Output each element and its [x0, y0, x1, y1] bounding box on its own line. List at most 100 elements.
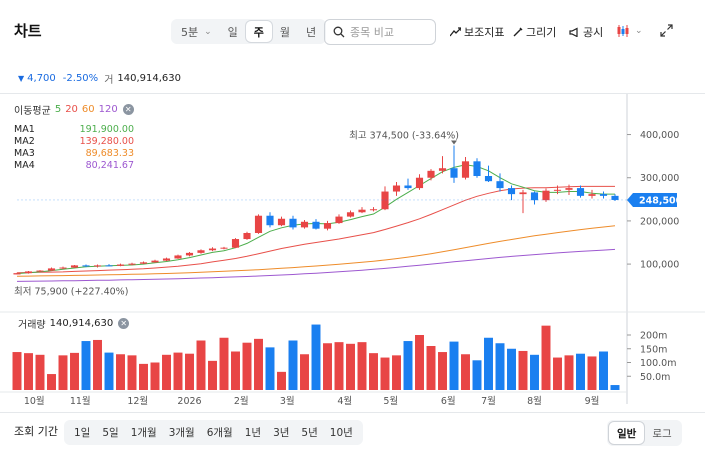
period-1m[interactable]: 1개월: [130, 427, 157, 439]
volume-bar: [426, 346, 436, 390]
disclosure-label: 공시: [583, 26, 604, 39]
volume-tick-label: 50.0m: [640, 372, 670, 383]
indicators-button[interactable]: 보조지표: [450, 24, 504, 40]
draw-button[interactable]: 그리기: [513, 24, 556, 40]
volume-panel-header: 거래량 140,914,630 ✕: [18, 316, 130, 331]
candle-body: [496, 181, 504, 189]
ma4-label: MA4: [14, 160, 35, 171]
close-icon[interactable]: ✕: [122, 104, 134, 115]
period-3y[interactable]: 3년: [273, 427, 290, 439]
volume-bar: [449, 341, 459, 390]
time-tick-label: 7월: [481, 395, 496, 407]
compare-search-input[interactable]: [350, 25, 430, 39]
interval-day[interactable]: 일: [227, 25, 238, 39]
candle-body: [70, 265, 79, 268]
fullscreen-button[interactable]: [660, 24, 673, 37]
divider: [0, 412, 705, 413]
interval-5min-dropdown[interactable]: 5분 ⌄: [173, 21, 220, 42]
time-axis: 10월 11월 12월 2026 2월 3월 4월 5월 6월 7월 8월 9월: [24, 395, 600, 407]
ma2-row: MA2 139,280.00: [14, 136, 134, 147]
candle-body: [611, 195, 619, 200]
candle-body: [128, 263, 136, 265]
chart-trend-icon: [450, 27, 461, 37]
candlestick-icon: [617, 25, 629, 37]
candle-body: [197, 250, 205, 253]
period-10y[interactable]: 10년: [329, 427, 353, 439]
volume-panel-value: 140,914,630: [49, 318, 114, 329]
close-icon[interactable]: ✕: [118, 318, 130, 329]
candle-body: [151, 260, 159, 263]
candle-body: [116, 264, 125, 266]
candle-body: [473, 161, 481, 176]
volume-bar: [81, 341, 91, 390]
candle-body: [599, 194, 608, 196]
candle-body: [36, 270, 44, 272]
price-tick-label: 400,000: [640, 130, 679, 141]
volume-bar: [369, 353, 378, 390]
chart-annotations: 최고 374,500 (-33.64%) 최저 75,900 (+227.40%)…: [14, 131, 683, 298]
volume-bar: [346, 343, 355, 390]
stock-chart[interactable]: 400,000 300,000 200,000 100,000 200m 150m 100…: [0, 94, 705, 424]
scale-linear-button[interactable]: 일반: [609, 422, 645, 444]
candle-body: [231, 239, 240, 248]
interval-week[interactable]: 주: [245, 21, 272, 42]
time-tick-label: 12월: [127, 395, 148, 407]
interval-month[interactable]: 월: [279, 25, 291, 39]
candlestick-series: [13, 145, 619, 275]
time-tick-label: 6월: [441, 395, 456, 407]
time-tick-label: 8월: [527, 395, 542, 407]
ma1-value: 191,900.00: [79, 124, 134, 135]
candle-body: [404, 185, 412, 189]
candle-body: [346, 212, 355, 217]
volume-bar: [12, 352, 22, 390]
candle-body: [369, 209, 378, 211]
ma-legend-header: 이동평균 5 20 60 120 ✕: [14, 102, 134, 117]
candle-body: [438, 168, 447, 171]
divider: [0, 93, 705, 94]
scale-selector: 일반 로그: [607, 420, 682, 446]
megaphone-icon: [569, 27, 578, 37]
candle-body: [392, 185, 401, 192]
period-5y[interactable]: 5년: [301, 427, 318, 439]
scale-log-button[interactable]: 로그: [652, 427, 672, 440]
chart-grid: [0, 94, 705, 404]
period-6m[interactable]: 6개월: [206, 427, 233, 439]
ma-period-60: 60: [81, 104, 95, 115]
volume-bar: [518, 350, 528, 390]
period-5d[interactable]: 5일: [102, 427, 119, 439]
volume-bar: [461, 354, 470, 390]
price-tick-label: 300,000: [640, 173, 679, 184]
period-1d[interactable]: 1일: [74, 427, 91, 439]
candle-body: [576, 188, 585, 196]
disclosure-button[interactable]: 공시: [569, 24, 603, 40]
high-marker-icon: [451, 140, 457, 145]
candle-body: [185, 252, 194, 256]
volume-bar: [185, 353, 194, 390]
volume-bar: [150, 362, 160, 390]
price-change: 4,700: [27, 73, 56, 84]
period-1y[interactable]: 1년: [244, 427, 262, 439]
volume-bar: [254, 338, 263, 390]
volume-bar: [35, 354, 45, 390]
candle-body: [507, 188, 516, 195]
volume-bar: [265, 347, 275, 390]
volume-bar: [599, 351, 608, 390]
volume-bar: [58, 355, 68, 390]
interval-year[interactable]: 년: [306, 25, 317, 39]
ma2-label: MA2: [14, 136, 35, 147]
chart-type-dropdown[interactable]: ⌄: [616, 24, 643, 38]
compare-search-box: [324, 19, 436, 45]
volume-bar: [277, 371, 286, 390]
candle-body: [254, 215, 263, 233]
price-tick-label: 100,000: [640, 260, 679, 271]
period-3m[interactable]: 3개월: [168, 427, 195, 439]
indicators-label: 보조지표: [464, 26, 505, 39]
ma-period-120: 120: [98, 104, 118, 115]
volume-bar: [564, 355, 574, 390]
volume-bar: [127, 355, 137, 390]
chevron-down-icon: ⌄: [204, 26, 212, 37]
search-icon: [333, 26, 345, 38]
ma-title: 이동평균: [14, 106, 51, 117]
volume-bars: [12, 324, 620, 390]
volume-bar: [541, 325, 551, 390]
